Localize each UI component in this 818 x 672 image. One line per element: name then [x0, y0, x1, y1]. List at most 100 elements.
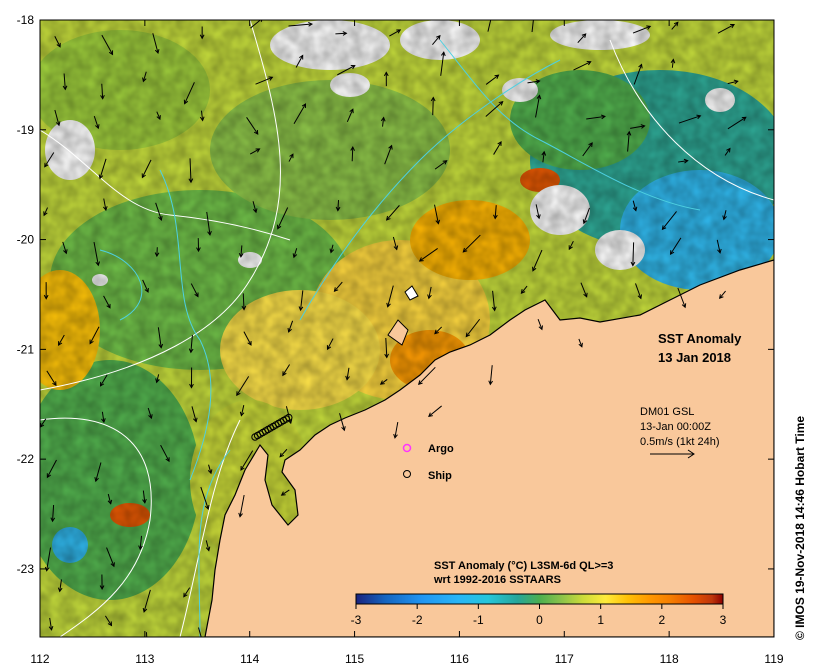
current-vector-head [385, 215, 391, 221]
current-vector [243, 331, 252, 346]
current-vector [100, 374, 108, 387]
current-vector-head [393, 245, 399, 251]
current-vector-head [428, 412, 433, 417]
current-vector [288, 23, 313, 27]
current-vector [156, 111, 161, 120]
current-vector-head [638, 63, 643, 69]
current-vector [49, 617, 53, 630]
current-vector-head [52, 381, 57, 387]
current-vector-head [183, 99, 189, 105]
current-vector-head [95, 261, 101, 267]
y-axis: -18 -19 -20 -21 -22 -23 [17, 13, 774, 576]
current-vector [240, 404, 245, 416]
colorbar-tick-label: -2 [412, 613, 423, 627]
current-vector [678, 115, 701, 124]
current-vector [279, 448, 288, 458]
current-vector [434, 326, 443, 334]
current-vector-head [138, 545, 143, 551]
current-vector-head [94, 477, 99, 483]
current-vector-head [99, 585, 105, 591]
current-vector-head [255, 148, 261, 153]
current-vector [535, 95, 541, 118]
current-vector-head [239, 411, 245, 417]
current-vector [208, 464, 212, 474]
current-vector [143, 589, 151, 613]
current-vector-head [532, 9, 536, 13]
current-vector [101, 34, 113, 55]
current-vector-head [541, 150, 547, 156]
marker-legend: Argo Ship [402, 443, 454, 482]
x-tick-label: 115 [345, 652, 364, 666]
current-vector-head [148, 414, 153, 420]
x-tick-label: 119 [764, 652, 783, 666]
current-vector-head [430, 96, 436, 102]
current-vector [46, 370, 57, 386]
current-vector-head [730, 23, 736, 29]
current-vector [101, 83, 104, 99]
x-tick-label: 113 [135, 652, 154, 666]
current-vector-head [236, 391, 241, 397]
current-vector-head [427, 294, 432, 300]
current-scale-arrowhead [687, 449, 695, 459]
current-vector [485, 74, 499, 85]
current-vector-head [193, 417, 198, 423]
current-vector [418, 366, 436, 385]
current-vector-head [345, 375, 350, 381]
current-vector [465, 318, 481, 337]
current-vector [160, 444, 170, 462]
current-vector [351, 147, 354, 162]
current-vector [189, 158, 192, 183]
current-vector-head [494, 74, 500, 79]
x-tick-label: 118 [660, 652, 679, 666]
current-vector [142, 490, 146, 503]
current-vector [46, 459, 57, 478]
current-legend-line2: 13-Jan 00:00Z [640, 421, 711, 433]
current-vector [339, 413, 345, 431]
current-vector-head [89, 339, 94, 345]
current-vector-head [462, 247, 468, 253]
current-vector [671, 59, 674, 68]
current-vector [630, 125, 645, 129]
current-vector [670, 237, 682, 255]
current-vector-head [583, 292, 588, 298]
current-vector [568, 240, 574, 250]
current-legend-line3: 0.5m/s (1kt 24h) [640, 436, 719, 448]
current-vector-head [741, 116, 747, 122]
current-vector [537, 318, 543, 330]
current-vector [147, 407, 152, 419]
current-vector [577, 33, 587, 44]
current-vector [93, 241, 99, 266]
current-vector-head [581, 33, 587, 38]
x-tick-label: 117 [555, 652, 574, 666]
current-vector-head [260, 20, 263, 23]
current-vector [282, 364, 291, 376]
current-vector [583, 207, 590, 224]
current-vector [632, 25, 651, 34]
x-tick-label: 116 [450, 652, 469, 666]
current-vector [157, 327, 162, 348]
current-vector-head [329, 248, 335, 254]
current-vector-head [205, 546, 211, 552]
x-tick-label: 112 [30, 652, 49, 666]
current-vector-head [142, 77, 147, 83]
current-vector [633, 64, 643, 85]
current-vector [434, 160, 448, 170]
current-vector [183, 587, 191, 598]
current-vector-head [491, 306, 497, 312]
current-vector [392, 236, 398, 250]
current-vector [432, 97, 434, 116]
current-vector-head [253, 129, 259, 135]
current-vector [382, 117, 385, 127]
current-vector [335, 32, 347, 35]
current-vector-head [582, 219, 588, 225]
current-vector [293, 103, 306, 125]
current-vector-head [733, 79, 739, 85]
current-vector-head [379, 380, 385, 385]
current-vector [101, 411, 105, 423]
current-vector-head [154, 252, 160, 258]
current-vector [63, 73, 66, 90]
y-tick-label: -23 [17, 562, 35, 576]
current-vector-head [388, 144, 393, 150]
current-vector-head [630, 261, 636, 267]
